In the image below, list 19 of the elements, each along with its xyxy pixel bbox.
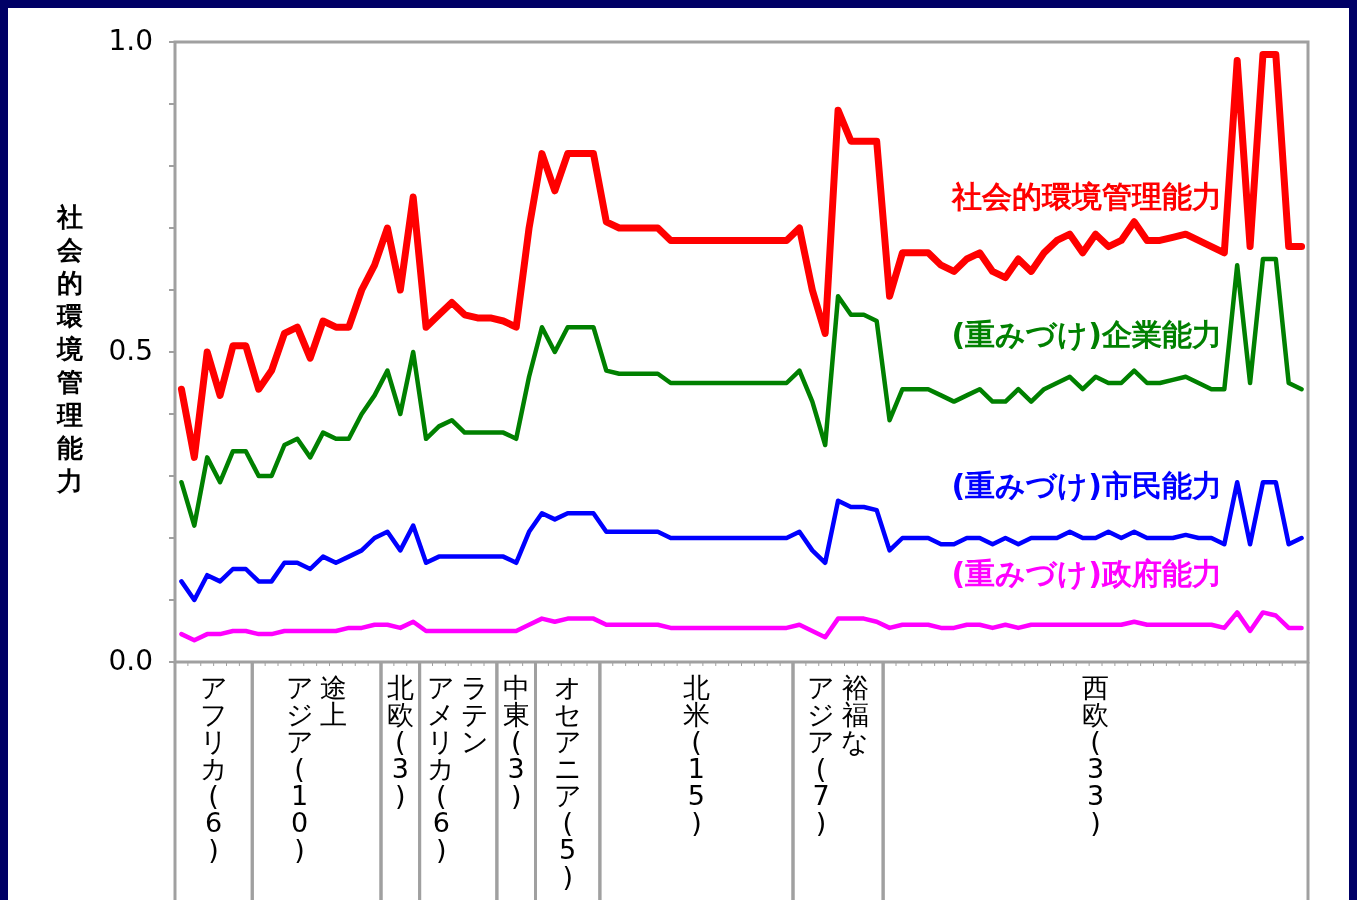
text: 北米(15) [682,671,710,838]
line-series [179,256,1304,528]
text: 社会的環境管理能力 [57,202,83,497]
text: 北欧(3) [386,671,414,811]
line-series [179,610,1304,643]
text: アフリカ(6) [199,671,228,865]
y-tick-label: 0.5 [108,334,153,367]
series-label: (重みづけ)市民能力 [951,468,1222,504]
text: 裕福なアジア(7) [807,671,870,838]
text: オセアニア(5) [553,671,582,892]
text: 途上アジア(10) [285,671,348,865]
series-label: 社会的環境管理能力 [951,179,1222,215]
y-tick-label: 0.0 [108,644,153,677]
text: 西欧(33) [1082,671,1110,838]
y-tick-label: 1.0 [108,24,153,57]
text: ラテンアメリカ(6) [427,671,490,865]
series-label: (重みづけ)政府能力 [951,555,1222,591]
text: 中東(3) [502,671,530,811]
series-label: (重みづけ)企業能力 [951,317,1222,353]
